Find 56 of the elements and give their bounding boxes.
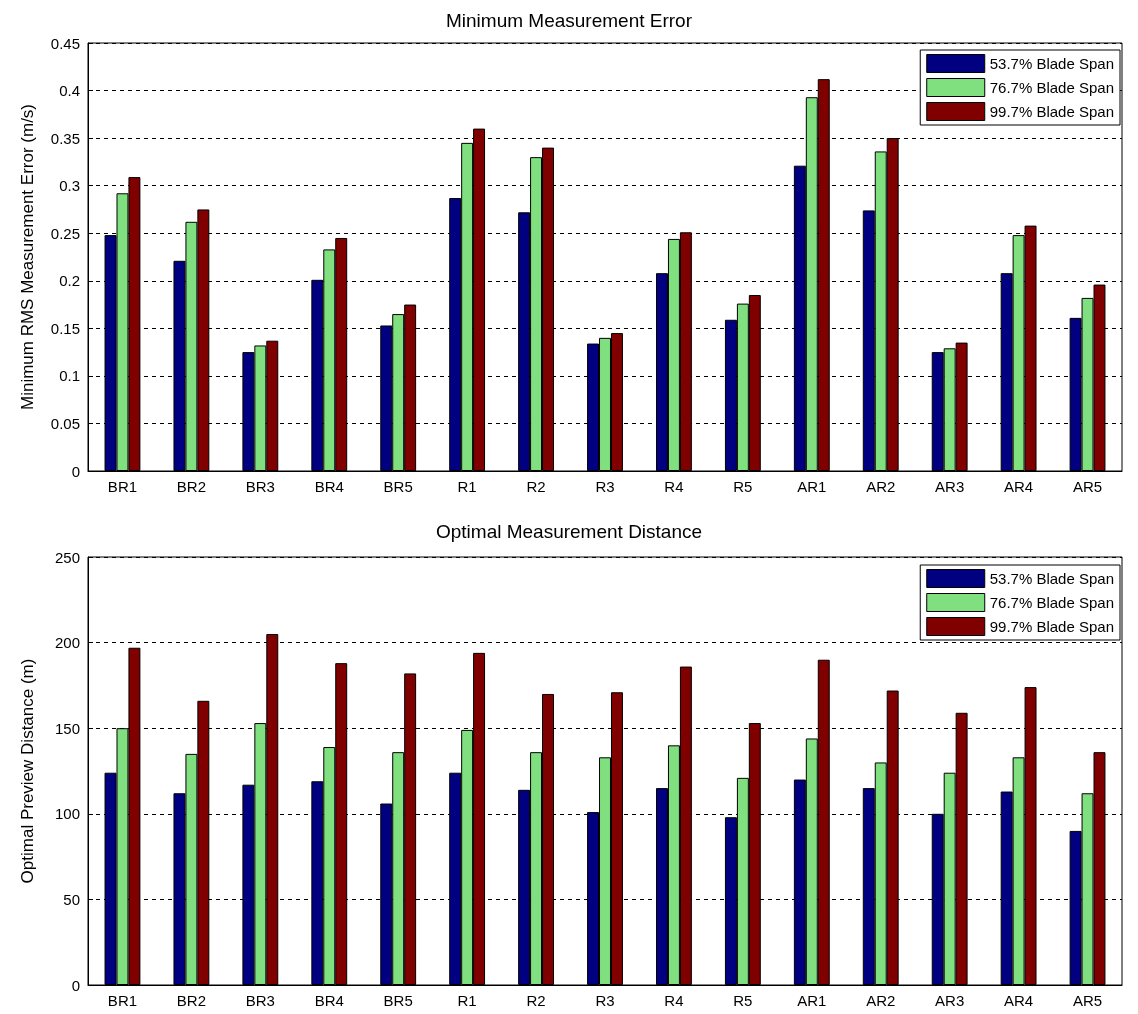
y-tick-label: 200: [54, 634, 80, 652]
x-tick-label: AR4: [1004, 478, 1034, 495]
x-tick-label: R5: [733, 992, 753, 1009]
x-tick-label: AR3: [935, 478, 965, 495]
y-tick-label: 0.15: [50, 319, 80, 337]
x-tick-label: R4: [664, 478, 684, 495]
x-tick-label: AR5: [1072, 992, 1103, 1009]
legend-label: 99.7% Blade Span: [989, 618, 1114, 635]
chart-title: Minimum Measurement Error: [446, 10, 693, 31]
y-tick-label: 0.3: [59, 177, 80, 195]
chart-title: Optimal Measurement Distance: [435, 521, 703, 542]
y-tick-label: 0.25: [50, 224, 80, 242]
y-tick-label: 0.2: [59, 272, 80, 290]
x-tick-label: BR1: [107, 992, 138, 1009]
legend-label: 53.7% Blade Span: [989, 55, 1114, 72]
y-tick-label: 100: [54, 805, 80, 823]
y-tick-label: 150: [54, 719, 80, 737]
x-tick-label: R2: [526, 992, 546, 1009]
legend-label: 76.7% Blade Span: [989, 79, 1114, 96]
x-tick-label: R2: [526, 478, 546, 495]
x-tick-label: BR3: [245, 992, 275, 1009]
y-tick-label: 250: [54, 548, 80, 566]
x-tick-label: AR2: [866, 992, 896, 1009]
y-tick-label: 50: [63, 890, 80, 908]
x-tick-label: BR5: [383, 992, 413, 1009]
x-tick-label: AR3: [935, 992, 965, 1009]
legend-label: 53.7% Blade Span: [989, 570, 1114, 587]
y-axis-title: Optimal Preview Distance (m): [18, 658, 37, 884]
y-tick-label: 0.1: [59, 367, 80, 385]
x-tick-label: BR3: [245, 478, 275, 495]
legend-label: 76.7% Blade Span: [989, 594, 1114, 611]
x-tick-label: R5: [733, 478, 753, 495]
y-tick-label: 0.45: [50, 34, 80, 52]
y-tick-label: 0.35: [50, 129, 80, 147]
x-tick-label: R1: [457, 992, 477, 1009]
x-tick-label: R1: [457, 478, 477, 495]
x-tick-label: AR4: [1004, 992, 1034, 1009]
x-tick-label: BR5: [383, 478, 413, 495]
x-tick-label: BR4: [314, 478, 344, 495]
y-tick-label: 0: [71, 976, 80, 994]
x-tick-label: AR1: [797, 478, 827, 495]
x-tick-label: BR1: [107, 478, 138, 495]
x-tick-label: BR2: [176, 478, 206, 495]
legend-label: 99.7% Blade Span: [989, 103, 1114, 120]
x-tick-label: AR5: [1072, 478, 1103, 495]
x-tick-label: R3: [595, 992, 615, 1009]
x-tick-label: R3: [595, 478, 615, 495]
y-axis-title: Minimum RMS Measurement Error (m/s): [18, 103, 37, 411]
x-tick-label: AR1: [797, 992, 827, 1009]
y-tick-label: 0.4: [59, 82, 80, 100]
x-tick-label: BR2: [176, 992, 206, 1009]
x-tick-label: R4: [664, 992, 684, 1009]
x-tick-label: AR2: [866, 478, 896, 495]
y-tick-label: 0.05: [50, 414, 80, 432]
x-tick-label: BR4: [314, 992, 344, 1009]
y-tick-label: 0: [71, 462, 80, 480]
